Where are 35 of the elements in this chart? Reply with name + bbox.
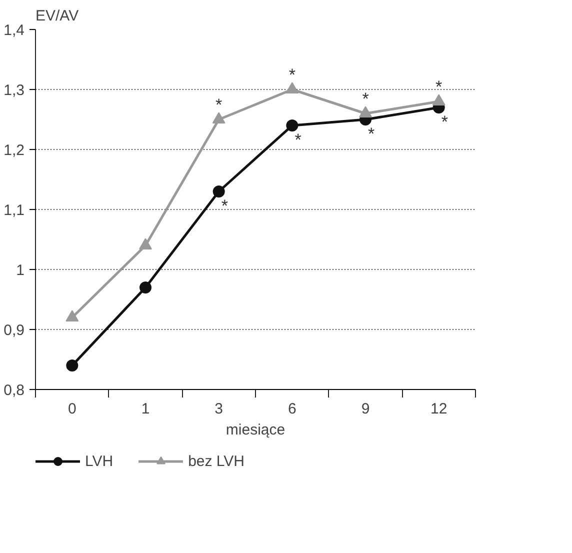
annotation: * [362, 90, 370, 108]
y-axis-title: EV/AV [36, 8, 79, 24]
annotation: * [216, 96, 223, 114]
x-tick-label: 1 [141, 400, 150, 418]
point [212, 112, 226, 124]
legend-label: LVH [85, 452, 114, 470]
y-tick-label: 1 [16, 262, 24, 279]
annotation: * [436, 78, 443, 96]
point [286, 120, 298, 132]
point [139, 238, 152, 250]
legend-label: bez LVH [188, 452, 244, 470]
annotation: * [441, 112, 448, 132]
x-tick-label: 9 [361, 400, 370, 418]
point [66, 360, 78, 372]
annotation: * [294, 130, 302, 150]
annotation: * [221, 196, 228, 216]
point [286, 82, 299, 94]
y-tick-label: 0,9 [4, 322, 25, 339]
annotation: * [368, 124, 376, 144]
annotation: * [288, 66, 296, 84]
y-tick-label: 1,2 [4, 142, 25, 159]
y-tick-label: 0,8 [4, 382, 25, 399]
x-tick-label: 6 [288, 400, 296, 418]
y-tick-label: 1,3 [4, 82, 25, 99]
y-tick-label: 1,1 [4, 202, 25, 219]
point [66, 310, 79, 322]
x-tick-label: 3 [214, 400, 224, 418]
point [432, 94, 446, 106]
point [212, 186, 225, 198]
y-tick-label: 1,4 [4, 22, 25, 39]
x-axis-title: miesiące [226, 422, 286, 438]
x-tick-label: 12 [430, 400, 448, 418]
x-tick-label: 0 [68, 400, 76, 418]
point [140, 282, 152, 294]
point [359, 106, 372, 118]
